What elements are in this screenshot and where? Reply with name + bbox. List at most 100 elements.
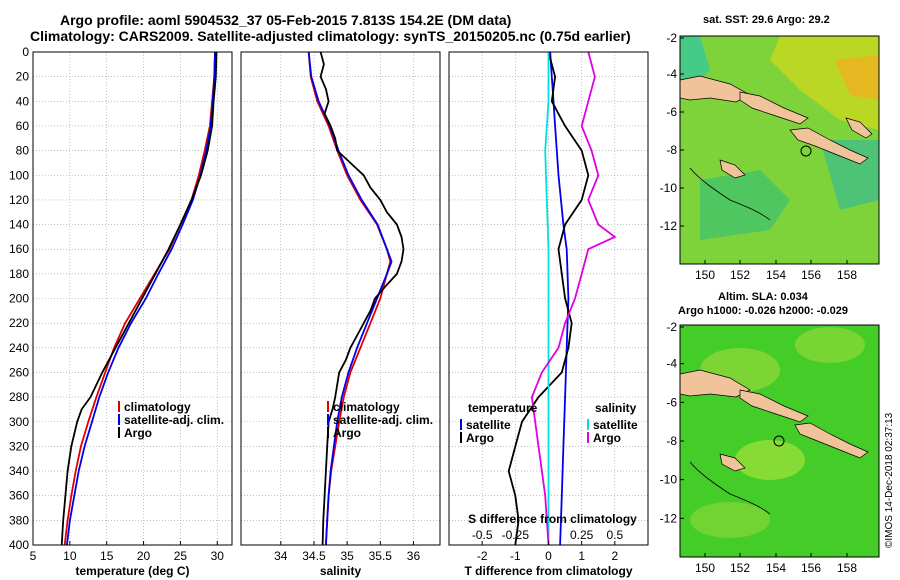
salinity-legend-label: satellite-adj. clim. bbox=[333, 413, 433, 427]
salinity-xtick-label: 35.5 bbox=[369, 549, 393, 563]
sst-cool-patch-2 bbox=[700, 170, 790, 240]
map-xtick-label: 156 bbox=[801, 561, 821, 575]
land-new-britain bbox=[739, 91, 809, 125]
map-xtick-label: 150 bbox=[695, 268, 715, 282]
difference-xtick-label: 1 bbox=[578, 549, 585, 563]
temperature-panel: 0 20 40 60 80 100 120 140 160 180 200 220 240 260 280 3… bbox=[9, 45, 233, 578]
temperature-series-climatology bbox=[63, 51, 216, 546]
depth-tick-label: 0 bbox=[22, 45, 29, 59]
map-xtick-label: 150 bbox=[695, 561, 715, 575]
diff-secondary-label: S difference from climatology bbox=[468, 512, 637, 526]
depth-tick-label: 20 bbox=[16, 70, 30, 84]
sla-high-patch-3 bbox=[735, 440, 805, 480]
difference-panel: -2 -1 0 1 2T difference from climatology temp… bbox=[448, 51, 649, 578]
reef-contour bbox=[689, 167, 771, 221]
map-ytick-label: -2 bbox=[666, 320, 677, 334]
depth-tick-label: 300 bbox=[9, 415, 29, 429]
temperature-legend-swatch bbox=[118, 427, 120, 438]
diff-legend-label: Argo bbox=[466, 431, 494, 445]
salinity-legend-swatch bbox=[327, 401, 329, 412]
sla-map-title-1: Altim. SLA: 0.034 bbox=[718, 291, 808, 303]
temperature-series-argo bbox=[60, 51, 218, 546]
salinity-series-satellite-adj-clim- bbox=[307, 51, 393, 546]
depth-tick-label: 160 bbox=[9, 242, 29, 256]
map-ytick-label: -4 bbox=[666, 67, 677, 81]
sla-map: -2 -4 -6 -8 -10 -12 150 152 154 156 158 bbox=[660, 320, 880, 575]
depth-tick-label: 320 bbox=[9, 439, 29, 453]
sst-map-ticks: -2 -4 -6 -8 -10 -12 150 152 154 156 158 bbox=[660, 31, 858, 282]
title-line-1: Argo profile: aoml 5904532_37 05-Feb-201… bbox=[60, 12, 512, 28]
depth-tick-label: 220 bbox=[9, 316, 29, 330]
temperature-legend-swatch bbox=[118, 401, 120, 412]
difference-series-salinity-satellite bbox=[544, 52, 550, 545]
map-xtick-label: 158 bbox=[837, 561, 857, 575]
diff-secondary-tick: -0.5 bbox=[472, 528, 493, 542]
sla-map-ticks: -2 -4 -6 -8 -10 -12 150 152 154 156 158 bbox=[660, 320, 858, 575]
depth-tick-label: 60 bbox=[16, 119, 30, 133]
difference-xtick-label: -2 bbox=[477, 549, 488, 563]
map-xtick-label: 156 bbox=[801, 268, 821, 282]
temperature-series-satellite-adj-clim- bbox=[66, 51, 216, 546]
salinity-xtick-label: 35 bbox=[340, 549, 354, 563]
land-new-guinea-sla bbox=[679, 369, 751, 398]
argo-location-marker bbox=[800, 145, 812, 157]
land-islet-sla bbox=[719, 453, 746, 472]
temperature-xtick-label: 5 bbox=[30, 549, 37, 563]
map-ytick-label: -2 bbox=[666, 31, 677, 45]
diff-legend-label: Argo bbox=[593, 431, 621, 445]
sst-hot-patch bbox=[835, 55, 879, 100]
salinity-xtick-label: 34 bbox=[274, 549, 288, 563]
temperature-xtick-label: 15 bbox=[100, 549, 114, 563]
map-ytick-label: -8 bbox=[666, 434, 677, 448]
map-xtick-label: 154 bbox=[766, 561, 786, 575]
diff-secondary-tick: 0.25 bbox=[570, 528, 594, 542]
reef-contour-sla bbox=[689, 461, 771, 515]
diff-legend-swatch bbox=[587, 419, 589, 430]
temperature-xlabel: temperature (deg C) bbox=[75, 564, 189, 578]
map-ytick-label: -8 bbox=[666, 143, 677, 157]
temperature-frame bbox=[32, 51, 233, 546]
depth-tick-label: 100 bbox=[9, 168, 29, 182]
map-xtick-label: 158 bbox=[837, 268, 857, 282]
salinity-series-argo bbox=[319, 51, 405, 546]
temperature-legend-label: Argo bbox=[124, 426, 152, 440]
map-ytick-label: -12 bbox=[660, 511, 678, 525]
map-ytick-label: -4 bbox=[666, 357, 677, 371]
land-island bbox=[845, 117, 873, 139]
temperature-xtick-label: 10 bbox=[63, 549, 77, 563]
salinity-legend-label: climatology bbox=[333, 400, 400, 414]
map-ytick-label: -6 bbox=[666, 395, 677, 409]
diff-legend-label: satellite bbox=[593, 418, 638, 432]
map-xtick-label: 154 bbox=[766, 268, 786, 282]
salinity-legend-swatch bbox=[327, 427, 329, 438]
depth-tick-label: 40 bbox=[16, 94, 30, 108]
depth-tick-label: 200 bbox=[9, 292, 29, 306]
land-islet bbox=[719, 159, 746, 179]
depth-tick-label: 120 bbox=[9, 193, 29, 207]
sla-high-patch-2 bbox=[795, 327, 865, 363]
depth-tick-label: 140 bbox=[9, 218, 29, 232]
temperature-xtick-label: 30 bbox=[211, 549, 225, 563]
depth-tick-label: 380 bbox=[9, 513, 29, 527]
depth-tick-label: 400 bbox=[9, 538, 29, 552]
diff-legend-swatch bbox=[587, 432, 589, 443]
depth-tick-label: 80 bbox=[16, 144, 30, 158]
depth-tick-label: 240 bbox=[9, 341, 29, 355]
sla-map-title-2: Argo h1000: -0.026 h2000: -0.029 bbox=[678, 305, 848, 317]
land-bougainville-sla bbox=[794, 422, 869, 459]
salinity-xlabel: salinity bbox=[320, 564, 362, 578]
sla-high-patch-4 bbox=[690, 502, 770, 538]
temperature-legend-label: climatology bbox=[124, 400, 191, 414]
depth-tick-label: 340 bbox=[9, 464, 29, 478]
salinity-xtick-label: 36 bbox=[407, 549, 421, 563]
temperature-legend-label: satellite-adj. clim. bbox=[124, 413, 224, 427]
map-xtick-label: 152 bbox=[730, 268, 750, 282]
argo-location-marker-sla bbox=[773, 435, 785, 447]
salinity-series-climatology bbox=[307, 51, 392, 546]
sst-map: -2 -4 -6 -8 -10 -12 150 152 154 156 158 bbox=[660, 31, 880, 282]
salinity-legend-swatch bbox=[327, 414, 329, 425]
map-xtick-label: 152 bbox=[730, 561, 750, 575]
diff-legend-label: satellite bbox=[466, 418, 511, 432]
land-bougainville bbox=[789, 127, 869, 165]
map-ytick-label: -10 bbox=[660, 473, 678, 487]
